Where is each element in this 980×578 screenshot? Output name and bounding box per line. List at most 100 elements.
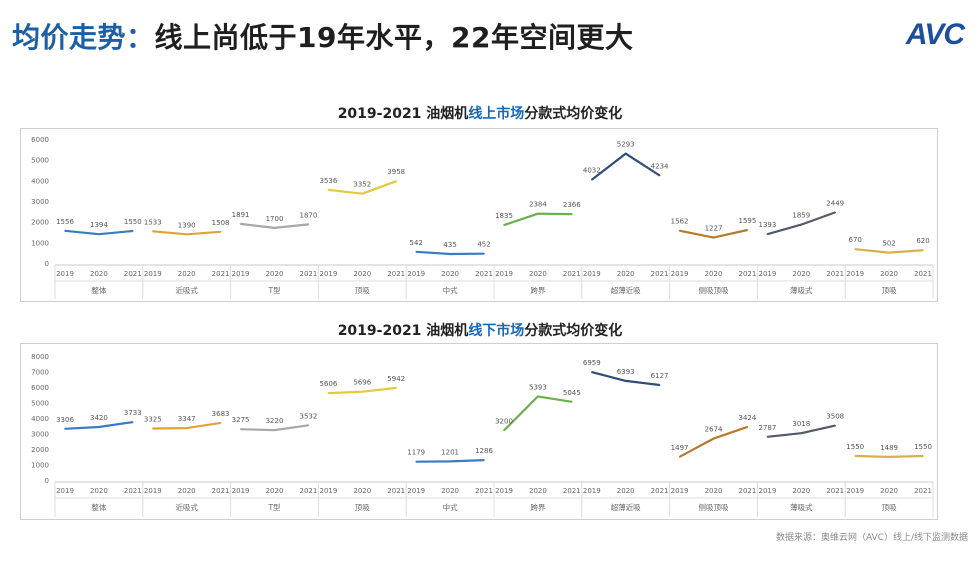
category-label: 跨界: [530, 286, 545, 295]
y-tick-label: 7000: [31, 369, 49, 377]
x-tick-label: 2021: [563, 270, 581, 278]
chart-title-online-prefix: 2019-2021 油烟机: [337, 106, 469, 122]
y-tick-label: 3000: [31, 431, 49, 439]
data-label: 1556: [56, 218, 74, 226]
page-title-prefix: 均价走势：: [12, 21, 155, 54]
data-point: [503, 224, 505, 226]
y-tick-label: 5000: [31, 157, 49, 165]
data-label: 1393: [758, 221, 776, 229]
data-point: [658, 384, 661, 386]
data-point: [361, 192, 364, 195]
x-tick-label: 2021: [212, 487, 230, 495]
chart-title-offline-suffix: 分款式均价变化: [524, 323, 623, 339]
category-label: 超薄近吸: [611, 502, 641, 512]
y-tick-label: 5000: [31, 400, 49, 408]
x-tick-label: 2019: [846, 487, 864, 495]
data-label: 5696: [353, 379, 371, 387]
data-label: 2787: [758, 424, 776, 432]
data-label: 1394: [90, 221, 108, 229]
chart-title-online-suffix: 分款式均价变化: [524, 106, 623, 122]
data-label: 3306: [56, 416, 74, 424]
data-point: [361, 390, 364, 393]
x-tick-label: 2021: [387, 270, 405, 278]
data-point: [571, 401, 573, 403]
data-point: [766, 436, 769, 438]
data-point: [273, 227, 276, 229]
data-label: 6393: [617, 368, 635, 376]
series-line-5: [503, 395, 572, 432]
data-point: [219, 422, 222, 424]
y-tick-label: 3000: [31, 198, 49, 206]
x-tick-label: 2021: [299, 487, 317, 495]
y-tick-label: 1000: [31, 239, 49, 247]
data-point: [766, 233, 769, 236]
data-label: 3220: [266, 417, 284, 425]
data-point: [219, 231, 222, 233]
online-chart-panel: 0 1000 2000 3000 4000 5000 6000 1556 1394 1550 201…: [20, 128, 938, 302]
data-point: [152, 427, 154, 430]
category-label: 中式: [443, 285, 458, 295]
x-tick-label: 2020: [617, 487, 635, 495]
x-tick-label: 2021: [124, 487, 142, 495]
x-tick-label: 2020: [705, 270, 723, 278]
x-tick-label: 2019: [495, 487, 513, 495]
data-label: 3275: [232, 416, 250, 424]
data-point: [395, 180, 398, 183]
y-tick-label: 4000: [31, 415, 49, 423]
data-label: 1201: [441, 448, 459, 456]
page-title: 均价走势：线上尚低于19年水平，22年空间更大: [12, 16, 633, 56]
data-label: 1489: [880, 444, 898, 452]
x-tick-label: 2021: [826, 487, 844, 495]
data-point: [922, 455, 924, 457]
data-label: 3352: [353, 181, 371, 189]
data-point: [132, 230, 134, 232]
x-tick-label: 2019: [407, 270, 425, 278]
data-point: [449, 253, 451, 255]
data-label: 1286: [475, 447, 493, 455]
data-point: [537, 395, 539, 398]
data-source-note: 数据来源：奥维云网（AVC）线上/线下监测数据: [775, 533, 968, 543]
data-label: 3683: [212, 410, 230, 418]
x-tick-label: 2019: [758, 270, 776, 278]
category-label: 近吸式: [175, 502, 198, 512]
x-tick-label: 2020: [529, 270, 547, 278]
data-label: 4234: [651, 162, 669, 170]
data-point: [415, 460, 418, 463]
data-label: 3536: [319, 177, 337, 185]
category-label: 顶吸: [355, 503, 370, 512]
data-label: 5045: [563, 389, 581, 397]
data-point: [712, 236, 715, 239]
category-label: 近吸式: [175, 285, 198, 295]
x-tick-label: 2021: [475, 270, 493, 278]
x-tick-label: 2019: [56, 270, 74, 278]
x-tick-label: 2019: [232, 487, 250, 495]
x-tick-label: 2020: [266, 487, 284, 495]
x-tick-label: 2021: [738, 487, 756, 495]
y-tick-label: 8000: [31, 353, 49, 361]
chart-title-online-highlight: 线上市场: [468, 106, 525, 122]
offline-price-chart: 0 1000 2000 3000 4000 5000 6000 7000 8000 3306 342…: [31, 353, 934, 517]
x-tick-label: 2020: [792, 270, 810, 278]
x-tick-label: 2019: [583, 487, 601, 495]
x-tick-label: 2021: [124, 270, 142, 278]
x-tick-label: 2020: [90, 487, 108, 495]
x-tick-label: 2019: [144, 487, 162, 495]
x-tick-label: 2020: [178, 487, 196, 495]
y-tick-label: 6000: [31, 136, 49, 144]
x-tick-label: 2019: [232, 270, 250, 278]
category-label: 中式: [443, 502, 458, 512]
x-tick-label: 2021: [651, 487, 669, 495]
category-label: 侧吸顶吸: [699, 502, 729, 512]
data-label: 435: [443, 241, 456, 249]
data-label: 3325: [144, 415, 162, 423]
data-label: 3420: [90, 414, 108, 422]
data-point: [239, 428, 242, 431]
x-tick-label: 2020: [353, 487, 371, 495]
x-tick-label: 2020: [266, 270, 284, 278]
x-tick-label: 2020: [90, 270, 108, 278]
x-tick-label: 2019: [144, 270, 162, 278]
data-point: [591, 371, 593, 373]
data-point: [746, 229, 749, 231]
data-label: 3018: [792, 420, 810, 428]
series-line-6: [591, 152, 661, 181]
